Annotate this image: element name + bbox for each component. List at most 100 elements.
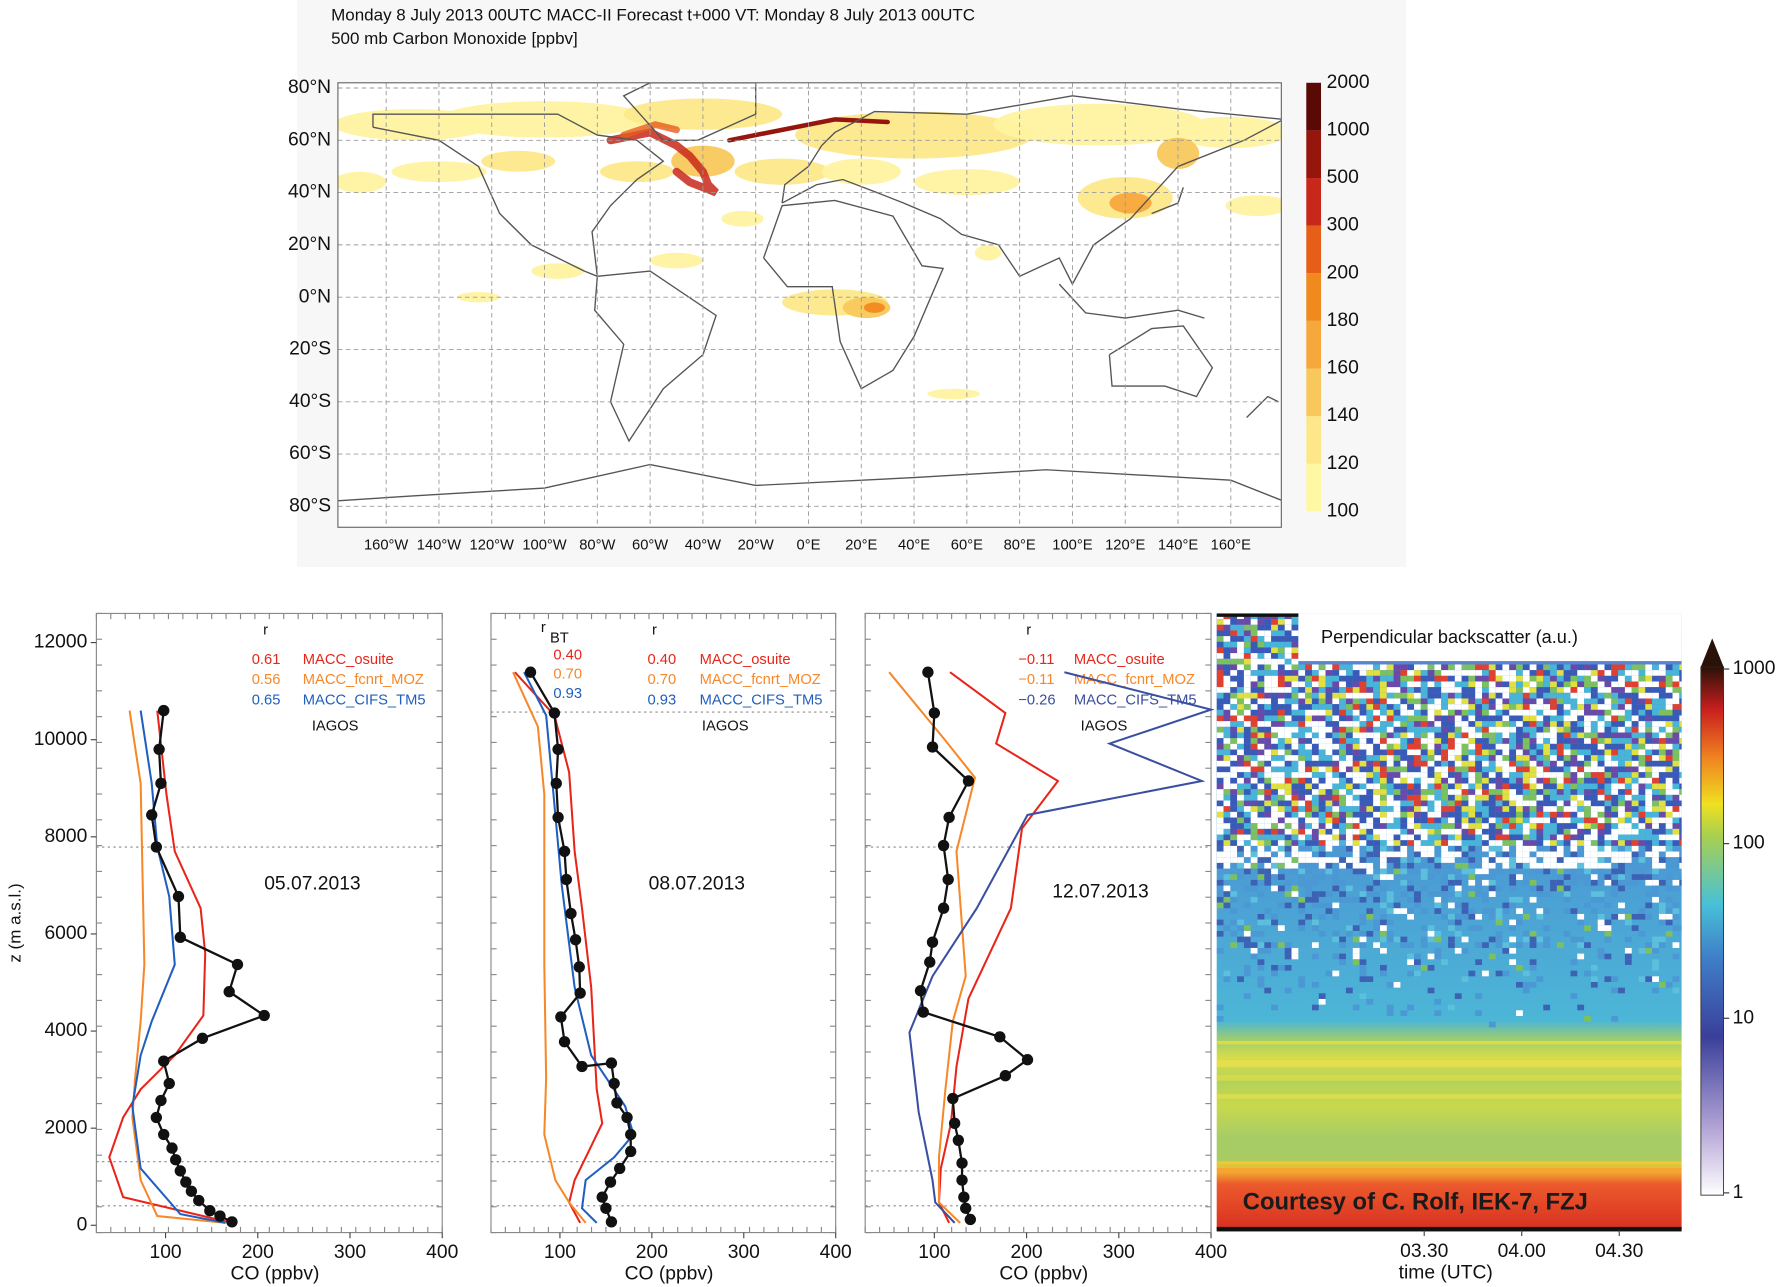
- backscatter-cell: [1522, 726, 1530, 733]
- backscatter-cell: [1577, 721, 1585, 727]
- backscatter-cell: [1284, 862, 1292, 869]
- backscatter-cell: [1604, 811, 1612, 818]
- backscatter-cell: [1352, 953, 1360, 960]
- backscatter-cell: [1556, 709, 1564, 716]
- backscatter-cell: [1339, 755, 1346, 761]
- profile-marker: [555, 1011, 567, 1023]
- backscatter-cell: [1291, 828, 1299, 835]
- backscatter-cell: [1577, 942, 1585, 948]
- x-tick-label: 100°W: [522, 537, 566, 553]
- backscatter-cell: [1509, 760, 1517, 767]
- backscatter-cell: [1420, 783, 1428, 790]
- backscatter-cell: [1325, 783, 1333, 790]
- backscatter-cell: [1257, 891, 1265, 897]
- backscatter-cell: [1216, 653, 1224, 659]
- backscatter-cell: [1509, 851, 1517, 858]
- backscatter-cell: [1550, 749, 1557, 756]
- backscatter-cell: [1468, 743, 1476, 750]
- backscatter-cell: [1434, 743, 1442, 750]
- backscatter-cell: [1482, 868, 1489, 875]
- backscatter-cell: [1427, 987, 1435, 994]
- backscatter-cell: [1624, 811, 1632, 818]
- backscatter-cell: [1407, 896, 1415, 903]
- backscatter-cell: [1318, 692, 1326, 699]
- backscatter-cell: [1604, 919, 1612, 926]
- backscatter-cell: [1658, 743, 1666, 750]
- backscatter-cell: [1475, 749, 1483, 756]
- backscatter-cell: [1652, 692, 1659, 699]
- backscatter-cell: [1611, 738, 1619, 744]
- backscatter-cell: [1543, 743, 1551, 750]
- backscatter-cell: [1277, 817, 1285, 824]
- backscatter-cell: [1298, 743, 1306, 750]
- backscatter-cell: [1264, 828, 1272, 835]
- backscatter-cell: [1475, 789, 1483, 795]
- backscatter-cell: [1522, 749, 1530, 756]
- backscatter-cell: [1597, 896, 1605, 903]
- backscatter-cell: [1529, 851, 1537, 858]
- backscatter-cell: [1536, 908, 1544, 914]
- backscatter-cell: [1427, 800, 1435, 807]
- backscatter-cell: [1243, 619, 1251, 625]
- backscatter-cell: [1373, 942, 1380, 948]
- backscatter-cell: [1237, 789, 1244, 795]
- backscatter-cell: [1414, 970, 1421, 977]
- colorbar-label: 1000: [1327, 119, 1370, 140]
- backscatter-cell: [1359, 732, 1367, 739]
- backscatter-cell: [1536, 687, 1544, 693]
- backscatter-cell: [1420, 721, 1428, 727]
- backscatter-cell: [1536, 726, 1544, 733]
- backscatter-cell: [1393, 777, 1401, 784]
- backscatter-cell: [1386, 800, 1394, 807]
- backscatter-cell: [1468, 664, 1476, 671]
- backscatter-cell: [1325, 828, 1333, 835]
- backscatter-cell: [1672, 670, 1680, 676]
- backscatter-cell: [1277, 619, 1285, 625]
- backscatter-cell: [1352, 947, 1360, 954]
- backscatter-cell: [1672, 817, 1680, 824]
- backscatter-cell: [1611, 755, 1619, 761]
- backscatter-cell: [1414, 857, 1421, 863]
- backscatter-cell: [1284, 942, 1292, 948]
- backscatter-cell: [1243, 704, 1251, 710]
- backscatter-cell: [1454, 755, 1462, 761]
- backscatter-cell: [1264, 698, 1272, 705]
- backscatter-cell: [1373, 794, 1380, 801]
- backscatter-cell: [1325, 738, 1333, 744]
- backscatter-cell: [1379, 868, 1387, 875]
- backscatter-cell: [1468, 857, 1476, 863]
- backscatter-cell: [1604, 953, 1612, 960]
- backscatter-cell: [1257, 823, 1265, 829]
- backscatter-cell: [1509, 857, 1517, 863]
- backscatter-cell: [1652, 760, 1659, 767]
- x-axis-label: CO (ppbv): [625, 1264, 714, 1285]
- backscatter-cell: [1373, 721, 1380, 727]
- backscatter-cell: [1509, 698, 1517, 705]
- backscatter-cell: [1332, 823, 1340, 829]
- backscatter-cell: [1570, 862, 1578, 869]
- backscatter-cell: [1298, 806, 1306, 812]
- profile-marker: [158, 704, 170, 717]
- backscatter-cell: [1366, 862, 1374, 869]
- backscatter-cell: [1624, 675, 1632, 682]
- backscatter-cell: [1672, 811, 1680, 818]
- backscatter-cell: [1427, 692, 1435, 699]
- backscatter-cell: [1584, 828, 1591, 835]
- backscatter-cell: [1291, 789, 1299, 795]
- backscatter-cell: [1434, 692, 1442, 699]
- backscatter-cell: [1325, 732, 1333, 739]
- backscatter-cell: [1311, 721, 1319, 727]
- profile-marker: [569, 934, 582, 946]
- backscatter-cell: [1488, 828, 1496, 835]
- y-tick-label: 20°N: [288, 234, 331, 255]
- backscatter-cell: [1658, 879, 1666, 886]
- backscatter-cell: [1216, 760, 1224, 767]
- lidar-colorbar: [1700, 666, 1725, 1196]
- backscatter-cell: [1468, 777, 1476, 784]
- backscatter-cell: [1556, 777, 1564, 784]
- colorbar-label: 300: [1327, 215, 1359, 236]
- backscatter-cell: [1482, 823, 1489, 829]
- r-value: −0.11: [1018, 652, 1054, 668]
- backscatter-cell: [1414, 755, 1421, 761]
- backscatter-cell: [1624, 681, 1632, 688]
